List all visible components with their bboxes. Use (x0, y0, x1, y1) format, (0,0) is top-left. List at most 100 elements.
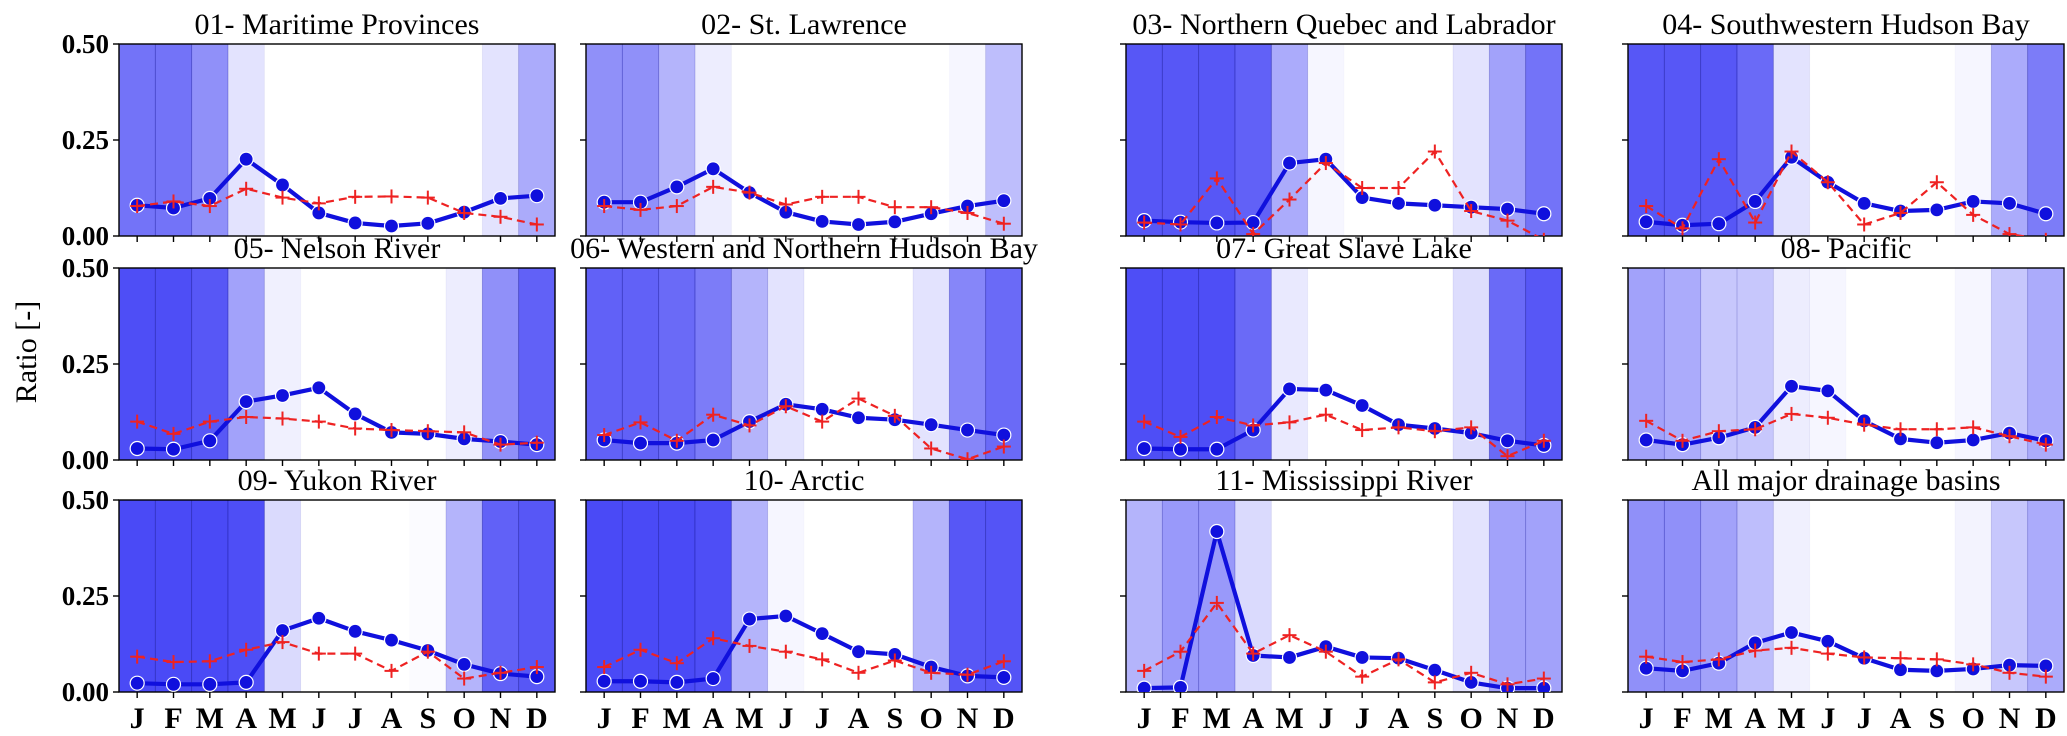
series (1639, 406, 2053, 452)
data-point-simulated (384, 189, 399, 204)
month-band (1627, 267, 1665, 461)
data-point-simulated (597, 199, 612, 214)
month-band (1809, 268, 1846, 460)
series-line-simulated (1645, 149, 2029, 236)
data-point-simulated (924, 665, 939, 680)
x-tick-label: J (1355, 702, 1370, 735)
data-point-observed (238, 394, 254, 410)
data-point-simulated (1464, 204, 1479, 219)
data-point-simulated (1391, 652, 1406, 667)
data-point-simulated (1209, 171, 1224, 186)
panel-title: 07- Great Slave Lake (1216, 232, 1472, 265)
data-point-simulated (924, 441, 939, 456)
data-point-simulated (1857, 417, 1872, 432)
x-tick-label: J (1857, 702, 1872, 735)
month-band (2027, 43, 2065, 237)
data-point-observed (1354, 397, 1370, 414)
data-point-simulated (1893, 422, 1908, 437)
data-point-simulated (1355, 181, 1370, 195)
data-point-observed (347, 215, 363, 231)
data-point-simulated (1500, 213, 1515, 228)
month-band (1700, 43, 1738, 237)
data-point-observed (996, 193, 1012, 209)
data-point-observed (311, 380, 327, 396)
data-point-simulated (815, 189, 830, 204)
data-point-observed (923, 417, 939, 433)
x-tick-label: A (381, 702, 403, 735)
data-point-simulated (2002, 665, 2017, 680)
data-point-simulated (597, 660, 612, 675)
data-point-simulated (1820, 410, 1835, 425)
y-tick-label: 0.00 (62, 221, 109, 251)
data-point-observed (1783, 378, 1800, 394)
month-band (621, 499, 660, 693)
data-point-simulated (420, 190, 435, 205)
data-point-observed (2038, 206, 2054, 222)
data-point-simulated (706, 179, 721, 194)
data-point-simulated (742, 185, 757, 200)
data-point-observed (1965, 193, 1981, 210)
data-point-simulated (1820, 175, 1835, 190)
data-point-simulated (1857, 217, 1872, 232)
data-point-simulated (1427, 144, 1442, 159)
month-band (948, 499, 987, 693)
data-point-simulated (1173, 644, 1188, 659)
x-tick-label: F (1673, 702, 1691, 735)
x-tick-label: J (1318, 702, 1333, 735)
data-point-simulated (1536, 671, 1551, 686)
x-tick-label: N (1497, 702, 1519, 735)
month-band (1525, 499, 1563, 693)
data-point-simulated (996, 216, 1011, 231)
data-point-simulated (851, 391, 866, 406)
data-point-observed (1390, 195, 1407, 211)
data-point-observed (1318, 382, 1334, 398)
month-band (1525, 267, 1563, 461)
data-point-observed (1281, 381, 1298, 397)
data-point-simulated (815, 652, 830, 667)
x-tick-label: J (348, 702, 363, 735)
data-point-observed (1172, 679, 1189, 692)
data-point-simulated (1282, 192, 1297, 207)
data-point-simulated (742, 418, 757, 433)
data-point-simulated (2002, 429, 2017, 444)
data-point-observed (1136, 680, 1152, 692)
month-band (1772, 267, 1811, 461)
data-point-simulated (1784, 640, 1799, 655)
month-band (518, 43, 556, 237)
data-point-observed (129, 440, 145, 457)
month-band (1990, 267, 2029, 461)
data-point-observed (705, 432, 721, 448)
panel: 02- St. Lawrence (580, 8, 1023, 242)
data-point-simulated (851, 665, 866, 680)
panel-title: 02- St. Lawrence (701, 8, 907, 41)
data-point-simulated (1966, 420, 1981, 435)
month-band (191, 267, 229, 461)
data-point-observed (347, 623, 363, 639)
data-point-observed (1638, 214, 1654, 230)
y-tick-label: 0.25 (62, 349, 109, 379)
data-point-simulated (960, 667, 975, 682)
data-point-simulated (166, 426, 181, 441)
data-point-observed (383, 632, 400, 648)
data-point-observed (1820, 383, 1836, 399)
x-tick-label: J (1137, 702, 1152, 735)
panel-title: 06- Western and Northern Hudson Bay (570, 232, 1038, 265)
data-point-simulated (1391, 181, 1406, 195)
series (130, 635, 544, 686)
data-point-observed (1638, 432, 1654, 448)
series (129, 610, 545, 692)
data-point-simulated (166, 194, 181, 209)
x-tick-label: M (1777, 702, 1805, 735)
data-point-observed (814, 213, 830, 230)
data-point-observed (1172, 441, 1189, 457)
data-point-simulated (1246, 227, 1261, 236)
month-band (1125, 267, 1163, 461)
data-point-simulated (1391, 420, 1406, 435)
data-point-simulated (706, 407, 721, 422)
data-point-observed (274, 177, 291, 193)
data-point-simulated (778, 399, 793, 414)
data-point-observed (1711, 216, 1727, 232)
